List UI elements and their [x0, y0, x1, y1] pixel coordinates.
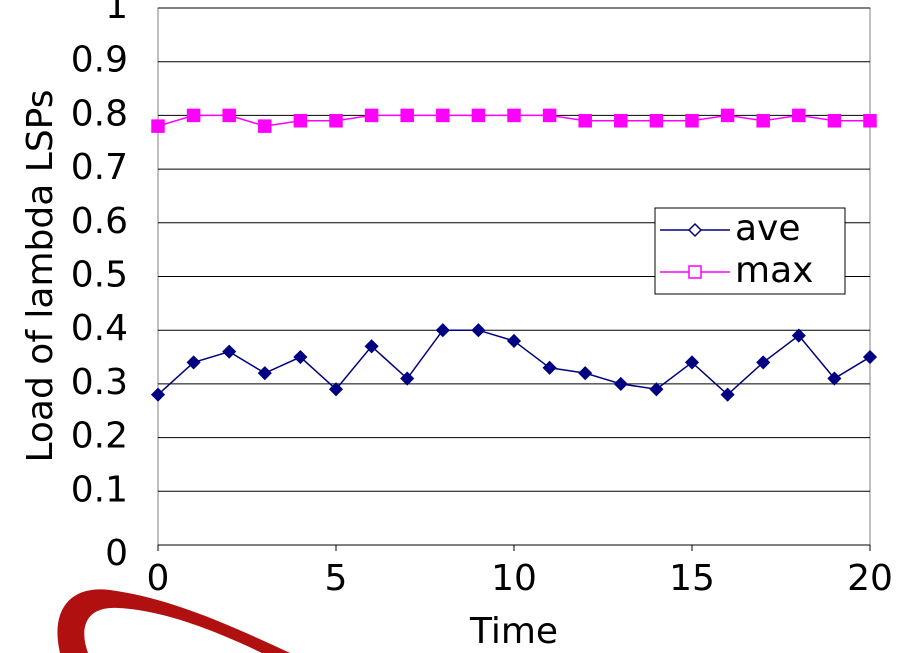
x-tick-label: 5 — [325, 558, 348, 599]
y-tick-label: 0.9 — [71, 40, 128, 81]
marker — [686, 115, 698, 127]
marker — [188, 109, 200, 121]
y-tick-label: 0.3 — [71, 362, 128, 403]
y-tick-label: 0 — [105, 533, 128, 574]
y-tick-label: 0.5 — [71, 255, 128, 296]
marker — [615, 115, 627, 127]
marker — [330, 115, 342, 127]
marker — [223, 346, 235, 358]
marker — [615, 378, 627, 390]
marker — [544, 109, 556, 121]
marker — [757, 115, 769, 127]
y-tick-label: 0.4 — [71, 308, 128, 349]
marker — [223, 109, 235, 121]
legend-label: ave — [735, 208, 801, 249]
y-tick-label: 0.1 — [71, 469, 128, 510]
marker — [472, 109, 484, 121]
decoration-swoosh — [57, 589, 290, 653]
marker — [294, 115, 306, 127]
x-tick-label: 15 — [669, 558, 715, 599]
marker — [793, 109, 805, 121]
chart: Time Load of lambda LSPs 0 0.1 0.2 0.3 0.4 0.… — [0, 0, 908, 653]
y-tick-label: 0.7 — [71, 147, 128, 188]
y-tick-label: 1 — [105, 0, 128, 27]
marker — [650, 383, 662, 395]
legend-marker — [689, 266, 701, 278]
y-axis-title: Load of lambda LSPs — [20, 89, 61, 462]
y-tick-label: 0.8 — [71, 93, 128, 134]
marker — [828, 115, 840, 127]
marker — [437, 109, 449, 121]
marker — [650, 115, 662, 127]
y-tick-label: 0.2 — [71, 416, 128, 457]
marker — [508, 109, 520, 121]
marker — [544, 362, 556, 374]
marker — [579, 115, 591, 127]
marker — [864, 351, 876, 363]
marker — [579, 367, 591, 379]
marker — [472, 324, 484, 336]
x-tick-label: 20 — [847, 558, 893, 599]
marker — [401, 109, 413, 121]
x-tick-label: 0 — [147, 558, 170, 599]
x-tick-label: 10 — [491, 558, 537, 599]
marker — [259, 120, 271, 132]
marker — [508, 335, 520, 347]
x-axis-title: Time — [469, 611, 558, 652]
legend-label: max — [735, 250, 813, 291]
marker — [152, 120, 164, 132]
marker — [259, 367, 271, 379]
marker — [864, 115, 876, 127]
y-tick-label: 0.6 — [71, 201, 128, 242]
marker — [366, 109, 378, 121]
marker — [722, 109, 734, 121]
marker — [437, 324, 449, 336]
